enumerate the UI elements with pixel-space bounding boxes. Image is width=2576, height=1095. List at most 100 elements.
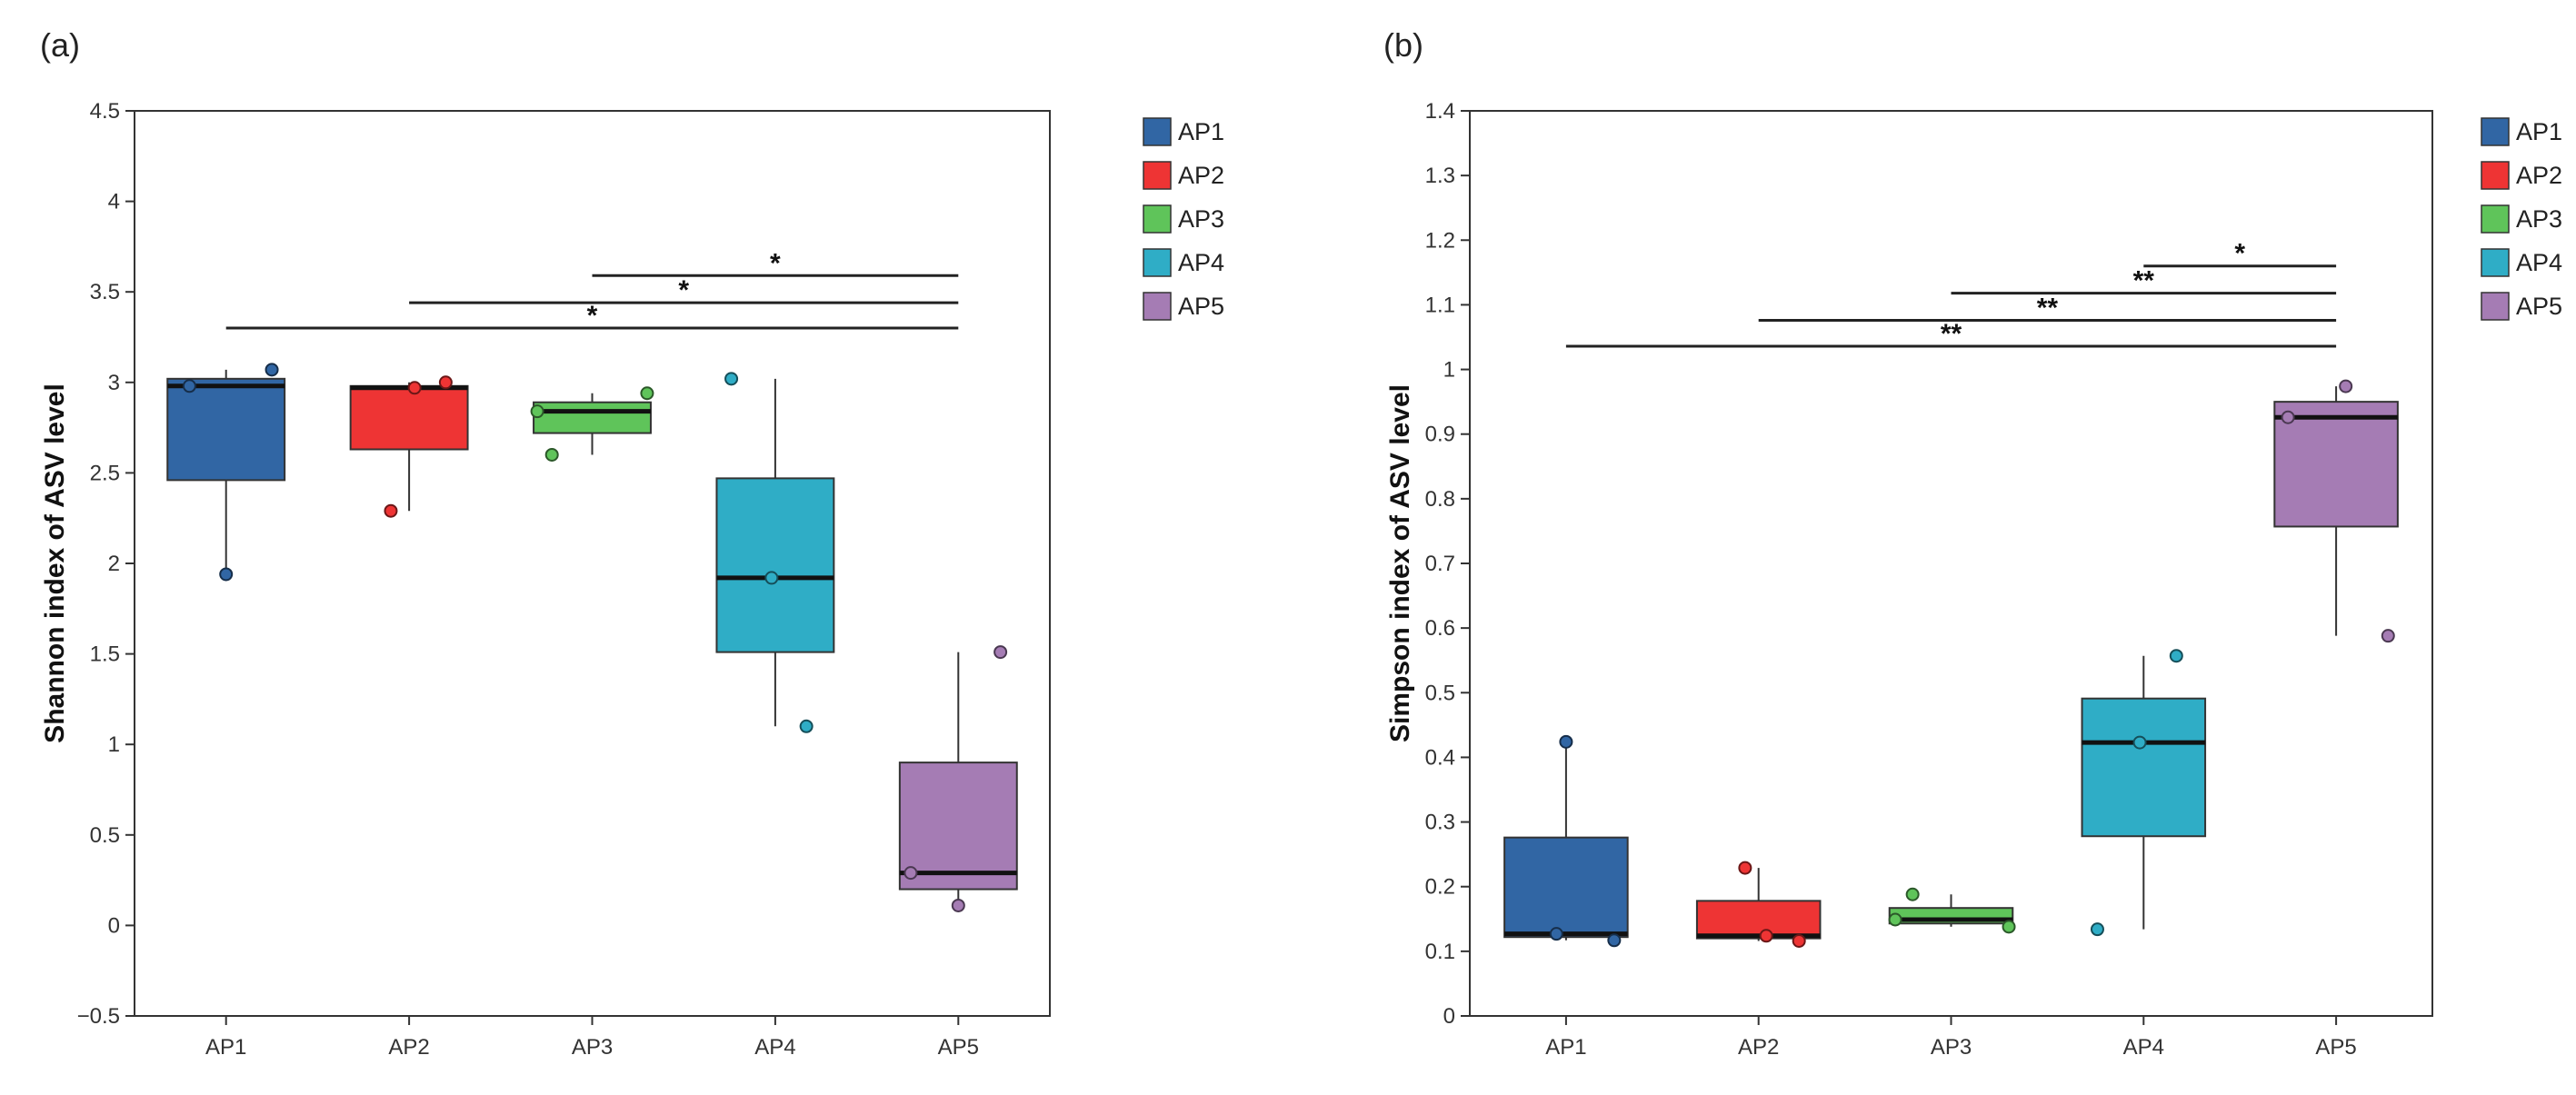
data-point [951,898,965,912]
x-tick-label: AP5 [938,1035,979,1060]
data-point [265,363,279,377]
box-body [1503,836,1629,939]
data-point [1607,933,1622,948]
significance-bar: * [225,301,959,331]
legend-swatch [1143,117,1172,146]
y-tick-label: 1.3 [1425,164,1455,188]
data-point [2169,649,2183,663]
data-point [219,567,234,582]
data-point [2090,922,2104,937]
data-point [799,719,814,733]
x-tick-label: AP4 [2123,1035,2164,1060]
box-body [1695,900,1822,940]
box-ap5 [898,645,1018,912]
data-point [1559,734,1573,749]
legend: AP1 AP2 AP3 AP4 AP5 [2481,117,2562,321]
box-body [166,377,286,482]
x-tick-label: AP1 [205,1035,246,1060]
data-point [530,404,544,419]
legend-label: AP1 [1178,118,1224,145]
legend-label: AP1 [2516,118,2562,145]
box-ap2 [349,375,469,518]
y-axis-title: Simpson index of ASV level [1385,384,1415,742]
x-tick-label: AP3 [572,1035,613,1060]
legend-swatch [1143,292,1172,321]
significance-label: * [678,275,689,305]
y-tick-label: 0.9 [1425,423,1455,447]
y-tick-label: 0.5 [90,823,120,848]
significance-bar: ** [1565,319,2337,349]
y-axis-title: Shannon index of ASV level [40,383,70,743]
legend-label: AP2 [2516,162,2562,189]
significance-bar: ** [1758,294,2337,324]
data-point [904,866,918,881]
data-point [544,447,559,462]
legend-label: AP2 [1178,162,1224,189]
y-tick-label: 1.2 [1425,228,1455,253]
x-tick-label: AP2 [1738,1035,1779,1060]
panel-b: (b) 0 0.1 0.2 0.3 0.4 0.5 0.6 0.7 0.8 0.9 1 1.1 1.2 1.… [1383,26,2562,1060]
significance-bar: * [592,248,959,278]
legend-label: AP3 [1178,205,1224,233]
significance-label: ** [2133,266,2155,296]
legend-swatch [2481,292,2510,321]
data-point [1549,927,1563,941]
data-point [1792,933,1806,948]
y-tick-label: 0.6 [1425,616,1455,641]
significance-label: * [2234,239,2245,269]
significance-label: ** [2037,294,2059,324]
data-point [1759,929,1773,943]
y-tick-label: 0.1 [1425,940,1455,964]
data-point [2381,629,2395,643]
data-point [1905,887,1920,901]
box-ap2 [1695,861,1822,948]
box-ap3 [530,386,654,462]
data-point [438,375,453,390]
y-tick-label: 2 [108,552,120,576]
x-tick-label: AP5 [2315,1035,2356,1060]
y-tick-label: 1.5 [90,642,120,667]
legend: AP1 AP2 AP3 AP4 AP5 [1143,117,1224,321]
box-body [2273,401,2399,528]
y-tick-label: 2.5 [90,461,120,485]
data-point [993,645,1008,660]
significance-label: * [770,248,781,278]
data-point [724,372,739,386]
significance-label: * [587,301,598,331]
significance-bar: ** [1951,266,2337,296]
y-tick-label: 0.2 [1425,875,1455,900]
legend-swatch [1143,248,1172,277]
significance-bar: * [409,275,959,305]
panel-label: (a) [40,26,80,64]
box-ap4 [715,372,835,733]
data-point [2132,735,2147,750]
data-point [764,571,779,585]
y-tick-label: 1 [108,732,120,757]
y-tick-label: 1.4 [1425,99,1455,124]
box-ap5 [2273,379,2399,643]
legend-label: AP4 [2516,249,2562,276]
box-ap1 [1503,734,1629,948]
y-tick-label: −0.5 [77,1004,120,1029]
legend-swatch [2481,204,2510,234]
y-tick-label: 1.1 [1425,293,1455,317]
data-point [640,386,654,401]
x-tick-label: AP2 [388,1035,429,1060]
data-point [407,381,422,395]
x-tick-label: AP1 [1545,1035,1586,1060]
significance-bar: * [2143,239,2337,269]
legend-label: AP5 [1178,293,1224,320]
significance-label: ** [1941,319,1962,349]
y-tick-label: 0 [108,913,120,938]
legend-swatch [2481,161,2510,190]
legend-label: AP4 [1178,249,1224,276]
box-body [715,477,835,653]
data-point [182,379,196,393]
data-point [2002,920,2016,934]
y-tick-label: 0.3 [1425,811,1455,835]
legend-swatch [2481,117,2510,146]
y-tick-label: 0.5 [1425,681,1455,705]
x-tick-label: AP4 [754,1035,795,1060]
y-tick-label: 0.4 [1425,745,1455,770]
